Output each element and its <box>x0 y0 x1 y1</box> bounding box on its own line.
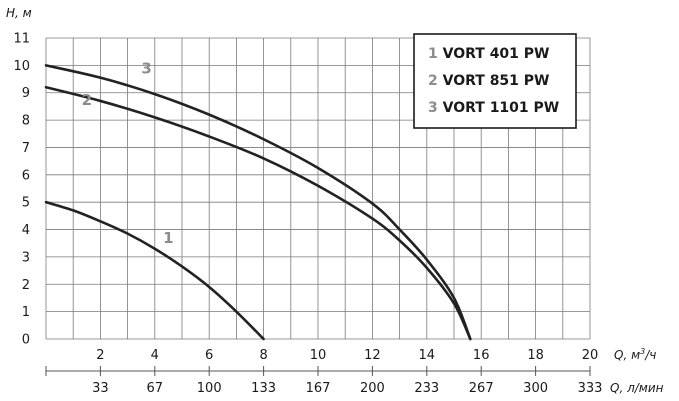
x-tick-labels: 2 4 6 8 10 12 14 16 18 20 <box>96 348 598 363</box>
x2-tick-labels: 33 67 100 133 167 200 233 267 300 333 <box>92 381 602 396</box>
y-tick-label: 4 <box>22 223 30 238</box>
x-axis-title-primary: Q, м3/ч <box>614 347 656 362</box>
series-line-1 <box>44 200 265 341</box>
x2-tick-label: 67 <box>147 381 164 396</box>
legend-entry-1: 1 VORT 401 PW <box>428 46 550 62</box>
x-tick-label: 12 <box>364 348 381 363</box>
y-tick-label: 6 <box>22 168 30 183</box>
x2-tick-label: 300 <box>523 381 548 396</box>
x-axis-title-secondary: Q, л/мин <box>610 381 664 395</box>
x2-tick-label: 233 <box>414 381 439 396</box>
x-tick-label: 16 <box>473 348 490 363</box>
y-tick-label: 5 <box>22 196 30 211</box>
x-tick-label: 18 <box>527 348 544 363</box>
y-tick-label: 9 <box>22 86 30 101</box>
series-label-1: 1 <box>163 229 173 247</box>
y-tick-label: 11 <box>13 32 30 47</box>
legend-entry-3: 3 VORT 1101 PW <box>428 100 559 116</box>
y-tick-labels: 0 1 2 3 4 5 6 7 8 9 10 11 <box>13 32 30 348</box>
y-tick-label: 1 <box>22 305 30 320</box>
x-tick-label: 8 <box>259 348 267 363</box>
series-line-2 <box>44 85 472 341</box>
axes <box>45 366 591 376</box>
x2-tick-label: 267 <box>469 381 494 396</box>
x2-tick-label: 167 <box>306 381 331 396</box>
x2-tick-label: 33 <box>92 381 109 396</box>
legend: 1 VORT 401 PW 2 VORT 851 PW 3 VORT 1101 PW <box>413 33 577 129</box>
y-tick-label: 7 <box>22 141 30 156</box>
series-label-3: 3 <box>141 60 151 78</box>
y-tick-label: 10 <box>13 59 30 74</box>
y-tick-label: 8 <box>22 114 30 129</box>
series-label-2: 2 <box>82 91 92 109</box>
y-tick-label: 2 <box>22 278 30 293</box>
x-tick-label: 2 <box>96 348 104 363</box>
series-line-3 <box>44 64 472 341</box>
x-tick-label: 4 <box>151 348 159 363</box>
grid <box>45 37 591 340</box>
y-tick-label: 0 <box>22 333 30 348</box>
x2-tick-label: 200 <box>360 381 385 396</box>
x-tick-label: 20 <box>582 348 599 363</box>
curve-labels: 1 2 3 <box>82 60 174 248</box>
x2-tick-label: 100 <box>197 381 222 396</box>
y-tick-label: 3 <box>22 250 30 265</box>
x2-tick-label: 333 <box>578 381 603 396</box>
x-tick-label: 14 <box>419 348 436 363</box>
legend-entry-2: 2 VORT 851 PW <box>428 73 550 89</box>
x-tick-label: 10 <box>310 348 327 363</box>
legend-box <box>413 33 577 129</box>
curves <box>44 64 472 341</box>
y-axis-title: H, м <box>6 6 32 20</box>
x-tick-label: 6 <box>205 348 213 363</box>
x2-tick-label: 133 <box>251 381 276 396</box>
